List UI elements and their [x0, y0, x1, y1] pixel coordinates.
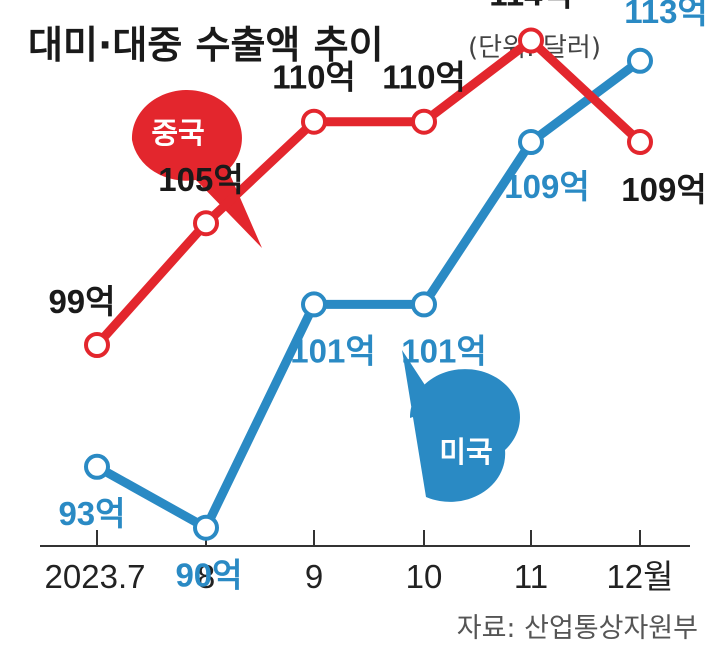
usa-data-point — [84, 453, 110, 480]
x-tick-label: 12월 — [606, 558, 673, 595]
usa-data-point — [193, 514, 219, 541]
china-data-label: 110억 — [272, 59, 356, 96]
china-data-point — [411, 108, 437, 135]
china-series-label: 중국 — [151, 116, 204, 150]
usa-data-label: 93억 — [58, 495, 125, 532]
usa-data-point — [411, 291, 437, 318]
x-tick-label: 2023.7 — [45, 558, 146, 595]
china-data-point — [193, 210, 219, 237]
china-data-point — [84, 332, 110, 358]
usa-series-label: 미국 — [439, 435, 492, 469]
chart-title: 대미·대중 수출액 추이 — [28, 23, 384, 67]
x-tick-label: 9 — [305, 558, 323, 595]
source-label: 자료: 산업통상자원부 — [457, 613, 698, 644]
china-data-label: 114억 — [489, 0, 573, 13]
china-data-label: 109억 — [621, 171, 706, 208]
usa-data-point — [518, 129, 544, 155]
usa-data-label: 90억 — [175, 557, 242, 594]
china-data-point — [518, 27, 544, 54]
usa-data-point — [301, 291, 327, 318]
x-tick-label: 11 — [514, 558, 548, 595]
china-data-label: 110억 — [382, 59, 466, 96]
china-data-label: 105억 — [158, 161, 243, 198]
china-series-line — [93, 36, 644, 349]
usa-data-label: 101억 — [401, 332, 486, 369]
usa-data-label: 101억 — [290, 332, 375, 369]
usa-series-line — [94, 57, 643, 533]
usa-data-label: 109억 — [504, 168, 589, 205]
usa-callout-bubble — [402, 350, 520, 502]
usa-data-label: 113억 — [624, 0, 708, 30]
china-data-point — [301, 108, 327, 135]
china-callout-bubble — [131, 90, 262, 248]
x-tick-label: 8 — [197, 558, 215, 595]
usa-data-point — [627, 47, 653, 74]
x-tick-label: 10 — [406, 558, 443, 595]
china-data-point — [627, 129, 653, 155]
china-data-label: 99억 — [48, 283, 115, 320]
